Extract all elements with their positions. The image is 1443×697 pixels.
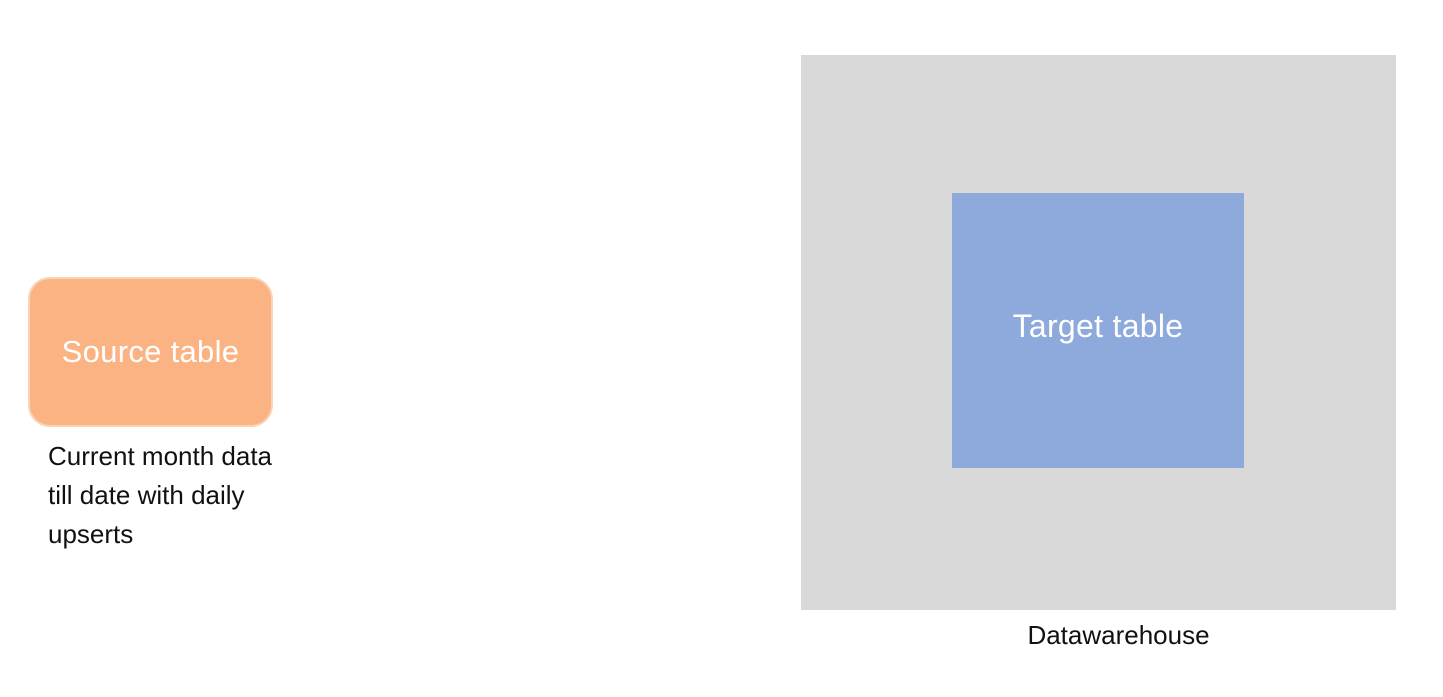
target-table-box: Target table bbox=[952, 193, 1244, 468]
source-table-caption: Current month data till date with daily … bbox=[48, 441, 273, 549]
source-table-box: Source table bbox=[28, 277, 273, 427]
source-table-label: Source table bbox=[61, 334, 240, 369]
datawarehouse-label: Datawarehouse bbox=[1027, 620, 1210, 650]
target-table-label: Target table bbox=[1012, 308, 1184, 344]
